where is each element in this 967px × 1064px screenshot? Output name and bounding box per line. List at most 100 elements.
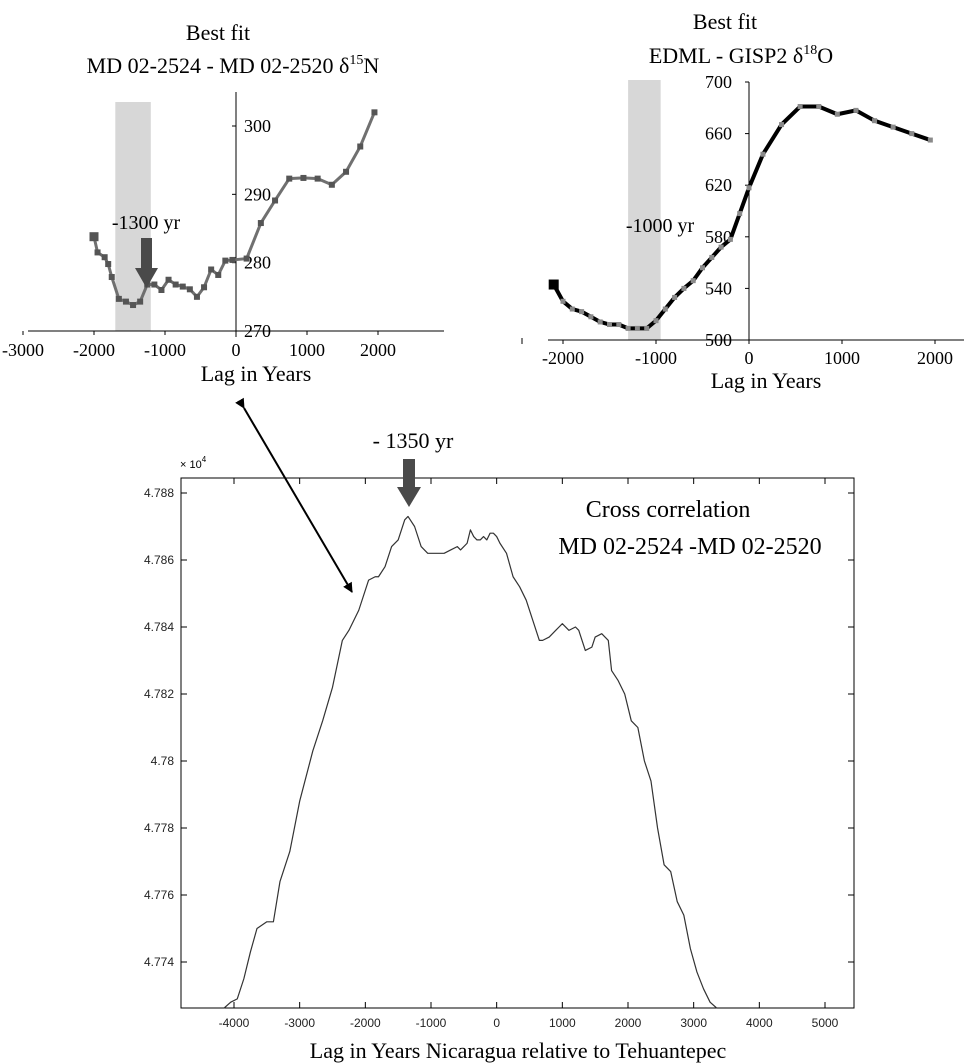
data-point (737, 211, 743, 217)
x-tick-label: 3000 (680, 1016, 707, 1030)
data-point (681, 285, 687, 291)
x-tick-label: -1000 (635, 348, 677, 368)
panel-c-title-line2: MD 02-2524 -MD 02-2520 (558, 534, 821, 560)
data-point (371, 109, 378, 116)
data-point (137, 298, 144, 305)
y-tick-label: 4.782 (144, 687, 174, 701)
x-tick-label: 0 (232, 340, 241, 360)
data-point (115, 295, 122, 302)
panel-a-title-line1: Best fit (186, 20, 250, 45)
y-tick-label: 620 (705, 175, 732, 195)
panel-a-y-ticks: 270 280 290 300 (232, 116, 271, 341)
data-point (872, 118, 878, 124)
panel-c-y-ticks: 4.774 4.776 4.778 4.78 4.782 4.784 4.786 4.788 (144, 486, 854, 969)
x-tick-label: 5000 (812, 1016, 839, 1030)
data-point (343, 168, 350, 175)
data-point (709, 254, 715, 260)
data-point (597, 319, 603, 325)
panel-b-shaded-band (628, 80, 661, 340)
panel-c-down-arrow (397, 459, 421, 507)
data-point (208, 266, 215, 273)
panel-a-down-arrow (135, 238, 158, 288)
data-point (700, 265, 705, 271)
x-tick-label: -3000 (284, 1016, 315, 1030)
data-point (727, 236, 733, 242)
x-tick-label: 1000 (824, 348, 860, 368)
y-tick-label: 4.784 (144, 620, 174, 634)
data-point (179, 283, 186, 290)
data-point (653, 318, 659, 324)
data-point (797, 104, 803, 110)
y-tick-label: 4.788 (144, 486, 174, 500)
panel-b-title-line2: EDML - GISP2 δ18O (649, 43, 833, 68)
data-point (579, 309, 585, 315)
x-tick-label: 0 (493, 1016, 500, 1030)
data-point (760, 151, 766, 157)
x-tick-label: 2000 (615, 1016, 642, 1030)
panel-b-title-line1: Best fit (693, 9, 757, 34)
data-point (272, 197, 279, 204)
data-point (101, 254, 108, 261)
y-tick-label: 290 (244, 184, 271, 204)
data-point (607, 322, 612, 328)
y-tick-label: 4.778 (144, 821, 174, 835)
x-tick-label: 2000 (917, 348, 953, 368)
x-tick-label: -2000 (350, 1016, 381, 1030)
data-point (89, 232, 99, 242)
data-point (853, 107, 859, 113)
y-tick-label: 4.774 (144, 955, 174, 969)
y-tick-label: 4.78 (151, 754, 175, 768)
data-point (286, 175, 293, 182)
data-point (229, 256, 236, 263)
data-point (690, 278, 696, 284)
data-point (890, 124, 896, 130)
data-point (718, 244, 724, 250)
panel-a-x-ticks: -3000 -2000 -1000 0 1000 2000 (2, 331, 396, 360)
panel-a-xlabel: Lag in Years (201, 361, 312, 386)
panel-b-series (548, 104, 933, 331)
data-point (193, 293, 200, 300)
y-tick-label: 700 (705, 72, 732, 92)
data-point (257, 220, 264, 227)
series-line (223, 515, 750, 1009)
x-tick-label: -1000 (416, 1016, 447, 1030)
x-tick-label: -3000 (2, 340, 44, 360)
panel-a-title-line2: MD 02-2524 - MD 02-2520 δ15N (87, 53, 380, 78)
x-tick-label: 1000 (549, 1016, 576, 1030)
data-point (314, 175, 321, 182)
data-point (151, 281, 158, 288)
panel-cross-correlation: × 104 -4000 -3000 -2000 -1000 0 1000 2000 3000 4… (144, 428, 855, 1063)
data-point (222, 257, 229, 264)
x-tick-label: 1000 (289, 340, 325, 360)
data-point (201, 284, 208, 291)
data-point (130, 302, 137, 309)
panel-a-series (89, 109, 378, 309)
data-point (644, 325, 650, 331)
panel-c-series (223, 515, 750, 1009)
series-line (551, 104, 932, 331)
y-tick-label: 540 (705, 278, 732, 298)
panel-best-fit-n15: Best fit MD 02-2524 - MD 02-2520 δ15N -3… (2, 20, 444, 386)
connector-arrow (235, 397, 353, 593)
y-tick-label: 500 (705, 330, 732, 350)
panel-b-x-ticks: -2000 -1000 0 1000 2000 (542, 340, 953, 368)
data-point (300, 174, 307, 181)
y-tick-label: 4.776 (144, 888, 174, 902)
data-point (779, 122, 785, 128)
data-point (548, 279, 559, 290)
data-point (108, 274, 115, 281)
panel-best-fit-o18: Best fit EDML - GISP2 δ18O -2000 -1000 0 10… (521, 9, 964, 393)
data-point (560, 298, 566, 304)
panel-b-annotation: -1000 yr (626, 215, 695, 237)
data-point (927, 137, 933, 143)
data-point (357, 143, 364, 150)
data-point (243, 255, 250, 262)
y-tick-label: 660 (705, 124, 732, 144)
data-point (816, 104, 822, 110)
data-point (588, 314, 594, 320)
data-point (569, 306, 575, 312)
data-point (172, 281, 179, 288)
y-tick-label: 300 (244, 116, 271, 136)
